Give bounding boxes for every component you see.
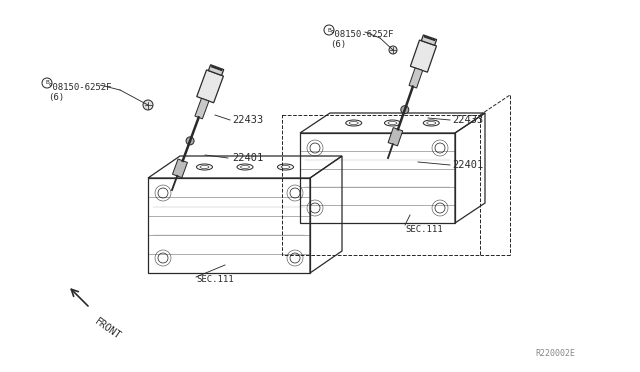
Circle shape (186, 137, 194, 145)
Polygon shape (195, 98, 209, 119)
Text: B: B (327, 28, 331, 32)
Circle shape (389, 46, 397, 54)
Polygon shape (388, 128, 403, 146)
Text: °08150-6252F
(6): °08150-6252F (6) (48, 83, 113, 102)
Polygon shape (172, 159, 188, 178)
Polygon shape (421, 35, 436, 45)
Polygon shape (196, 70, 223, 103)
Polygon shape (409, 68, 422, 88)
Circle shape (401, 106, 409, 114)
Text: °08150-6252F
(6): °08150-6252F (6) (330, 30, 394, 49)
Text: 22401: 22401 (232, 153, 263, 163)
Polygon shape (209, 65, 224, 76)
Text: FRONT: FRONT (93, 316, 123, 341)
Text: SEC.111: SEC.111 (405, 225, 443, 234)
Circle shape (143, 100, 153, 110)
Text: R220002E: R220002E (535, 349, 575, 358)
Text: B: B (45, 80, 49, 86)
Text: 22433: 22433 (232, 115, 263, 125)
Text: 22401: 22401 (452, 160, 483, 170)
Text: 22433: 22433 (452, 115, 483, 125)
Polygon shape (410, 40, 436, 72)
Text: SEC.111: SEC.111 (196, 275, 234, 284)
